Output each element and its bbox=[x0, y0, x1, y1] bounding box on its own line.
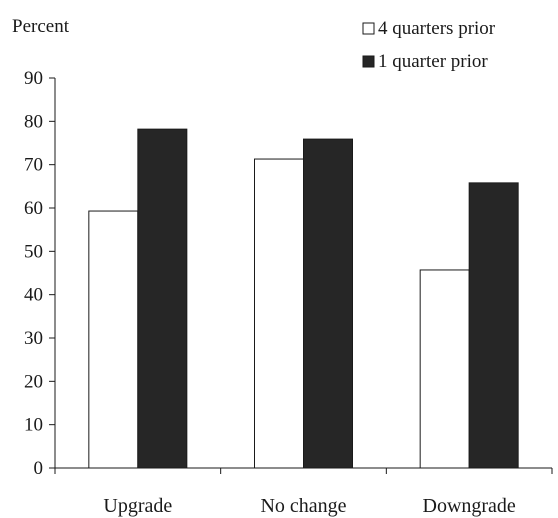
y-tick-label: 30 bbox=[24, 328, 43, 349]
bar-upgrade-1-quarter-prior bbox=[137, 128, 188, 469]
legend-label-4-quarters-prior: 4 quarters prior bbox=[378, 18, 496, 39]
x-axis: Upgrade No change Downgrade bbox=[54, 467, 553, 517]
y-tick-label: 80 bbox=[24, 111, 43, 132]
y-tick-label: 20 bbox=[24, 371, 43, 392]
bar-upgrade-4-quarters-prior bbox=[88, 210, 139, 469]
x-category-label: Downgrade bbox=[423, 495, 516, 517]
y-tick-label: 50 bbox=[24, 241, 43, 262]
bars-group bbox=[88, 128, 519, 469]
y-axis-label: Percent bbox=[12, 16, 70, 37]
y-tick-label: 90 bbox=[24, 68, 43, 89]
y-tick-label: 70 bbox=[24, 155, 43, 176]
y-axis: 0 10 20 30 40 50 60 70 80 90 bbox=[24, 68, 56, 479]
y-tick-label: 10 bbox=[24, 415, 43, 436]
x-category-label: No change bbox=[260, 495, 346, 517]
y-tick-label: 60 bbox=[24, 198, 43, 219]
bar-no-change-1-quarter-prior bbox=[303, 138, 353, 469]
y-tick-label: 0 bbox=[34, 458, 44, 479]
y-tick-label: 40 bbox=[24, 285, 43, 306]
bar-no-change-4-quarters-prior bbox=[254, 158, 304, 469]
legend-swatch-4-quarters-prior bbox=[362, 22, 375, 35]
legend-label-1-quarter-prior: 1 quarter prior bbox=[378, 51, 488, 72]
x-category-label: Upgrade bbox=[103, 495, 172, 517]
bar-downgrade-1-quarter-prior bbox=[468, 182, 519, 469]
legend: 4 quarters prior 1 quarter prior bbox=[362, 18, 496, 72]
legend-swatch-1-quarter-prior bbox=[362, 55, 375, 68]
bar-downgrade-4-quarters-prior bbox=[419, 269, 470, 469]
